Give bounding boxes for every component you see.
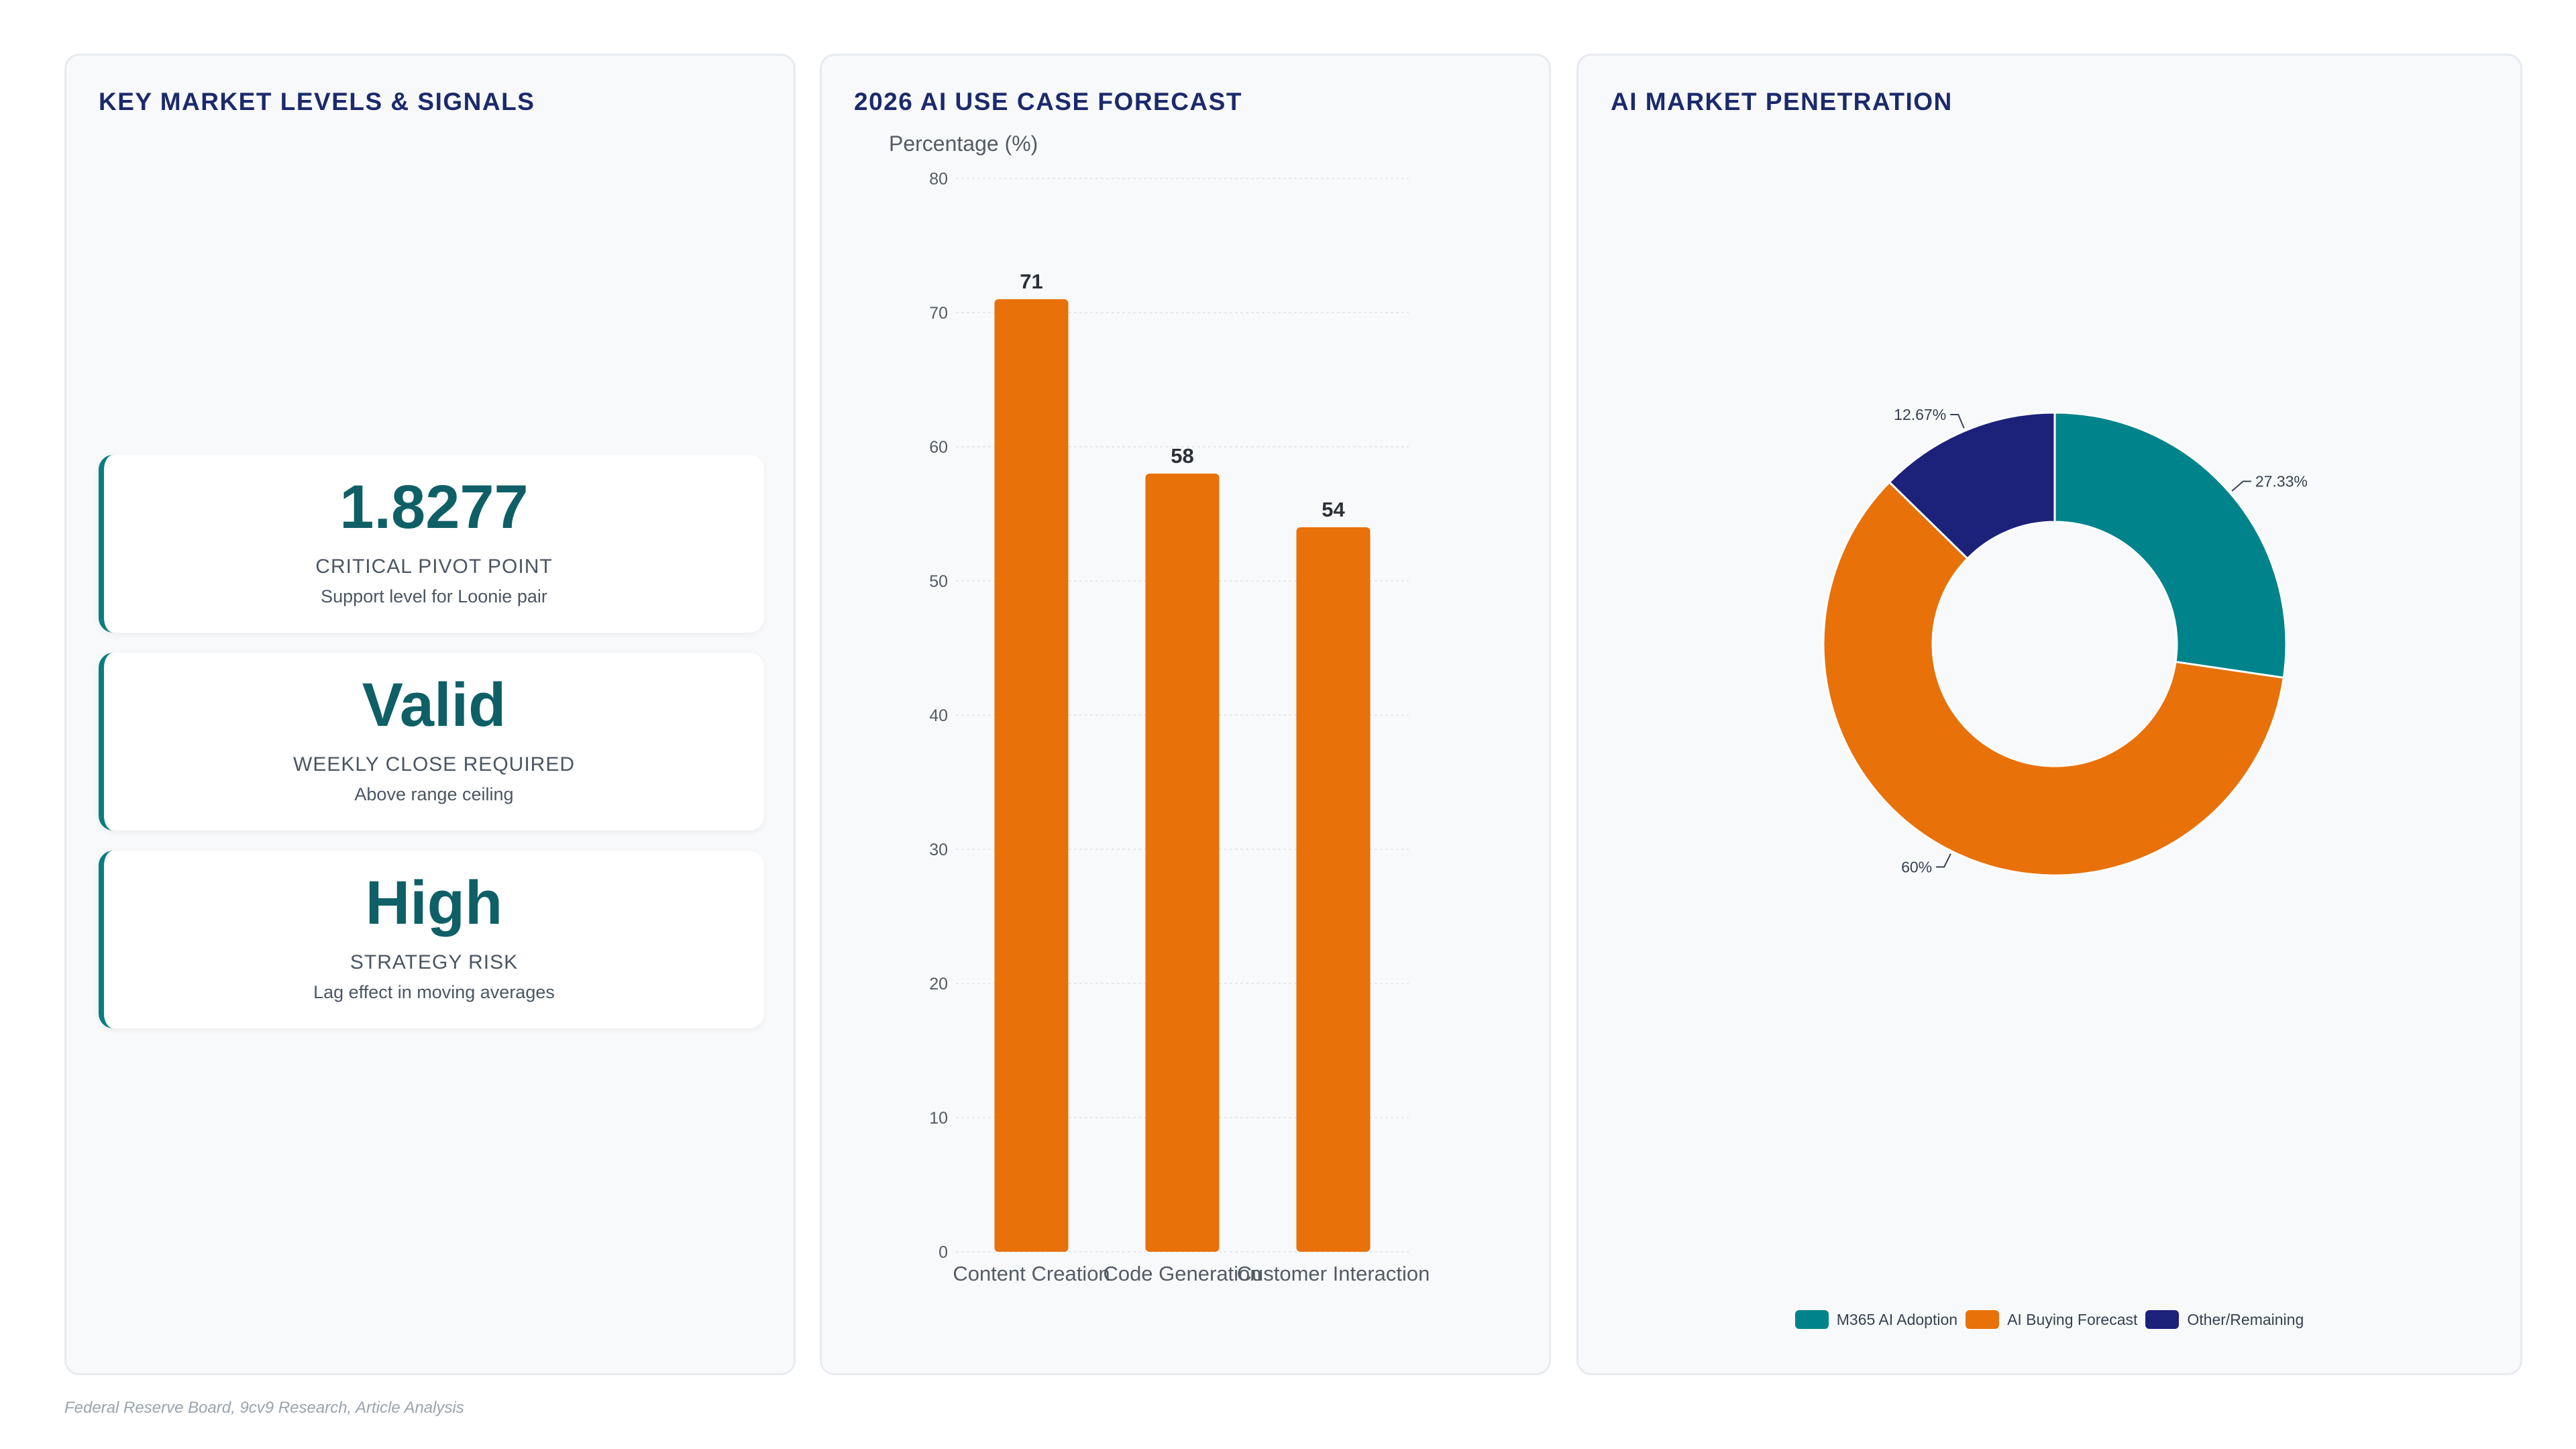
y-tick-label: 70	[929, 304, 948, 323]
slice-value-label: 12.67%	[1894, 406, 1946, 423]
forecast-panel: 2026 AI USE CASE FORECAST Percentage (%)…	[820, 54, 1551, 1375]
card-label: WEEKLY CLOSE REQUIRED	[293, 753, 575, 775]
y-tick-label: 50	[929, 572, 948, 591]
x-tick-label: Code Generation	[1103, 1262, 1261, 1285]
bar	[1296, 527, 1371, 1252]
bar-value-label: 54	[1322, 498, 1345, 521]
y-tick-label: 0	[938, 1243, 948, 1262]
legend-label: AI Buying Forecast	[2007, 1310, 2138, 1328]
card-value: High	[365, 869, 503, 937]
bar	[1145, 474, 1220, 1252]
penetration-panel: AI MARKET PENETRATION 27.33% 60% 12.67% M3…	[1576, 54, 2522, 1375]
y-tick-label: 20	[929, 975, 948, 994]
bar-value-label: 71	[1020, 270, 1042, 293]
y-tick-label: 60	[929, 438, 948, 457]
strategy-risk-card: High STRATEGY RISK Lag effect in moving …	[99, 851, 764, 1028]
signals-panel: KEY MARKET LEVELS & SIGNALS 1.8277 CRITI…	[64, 54, 796, 1375]
pivot-point-card: 1.8277 CRITICAL PIVOT POINT Support leve…	[99, 455, 764, 633]
card-value: 1.8277	[339, 473, 529, 541]
card-description: Above range ceiling	[354, 784, 514, 804]
y-tick-label: 80	[929, 170, 948, 189]
legend-item[interactable]: AI Buying Forecast	[1966, 1310, 2137, 1329]
bar-value-label: 58	[1171, 444, 1193, 468]
weekly-close-card: Valid WEEKLY CLOSE REQUIRED Above range …	[99, 653, 764, 830]
source-note: Federal Reserve Board, 9cv9 Research, Ar…	[64, 1399, 464, 1417]
donut-slice	[1888, 411, 2056, 560]
legend-swatch	[1966, 1310, 2000, 1329]
donut-slice	[2053, 411, 2288, 680]
card-description: Support level for Loonie pair	[321, 586, 547, 606]
slice-value-label: 27.33%	[2255, 473, 2308, 490]
legend-swatch	[2145, 1310, 2180, 1329]
penetration-title: AI MARKET PENETRATION	[1611, 88, 1953, 115]
y-tick-label: 40	[929, 706, 948, 725]
y-tick-label: 10	[929, 1109, 948, 1128]
forecast-title: 2026 AI USE CASE FORECAST	[854, 88, 1242, 115]
x-tick-label: Customer Interaction	[1237, 1262, 1430, 1285]
legend-label: M365 AI Adoption	[1836, 1310, 1958, 1328]
legend-item[interactable]: M365 AI Adoption	[1794, 1310, 1958, 1329]
slice-value-label: 60%	[1901, 858, 1932, 875]
callout-line	[1936, 853, 1951, 868]
y-tick-label: 30	[929, 841, 948, 859]
donut-legend: M365 AI Adoption AI Buying Forecast Other/…	[1578, 1310, 2520, 1329]
donut-slice	[1822, 480, 2286, 877]
signals-title: KEY MARKET LEVELS & SIGNALS	[99, 88, 535, 115]
x-tick-label: Content Creation	[953, 1262, 1110, 1285]
callout-line	[2231, 480, 2251, 492]
card-label: STRATEGY RISK	[350, 951, 519, 973]
legend-label: Other/Remaining	[2187, 1310, 2304, 1328]
card-description: Lag effect in moving averages	[313, 982, 555, 1002]
card-label: CRITICAL PIVOT POINT	[315, 555, 553, 578]
legend-swatch	[1794, 1310, 1829, 1329]
card-value: Valid	[362, 671, 506, 739]
callout-line	[1950, 414, 1965, 429]
y-axis-label: Percentage (%)	[889, 131, 1038, 156]
donut-chart: 27.33% 60% 12.67%	[1822, 406, 2308, 877]
legend-item[interactable]: Other/Remaining	[2145, 1310, 2304, 1329]
bar	[994, 299, 1069, 1252]
